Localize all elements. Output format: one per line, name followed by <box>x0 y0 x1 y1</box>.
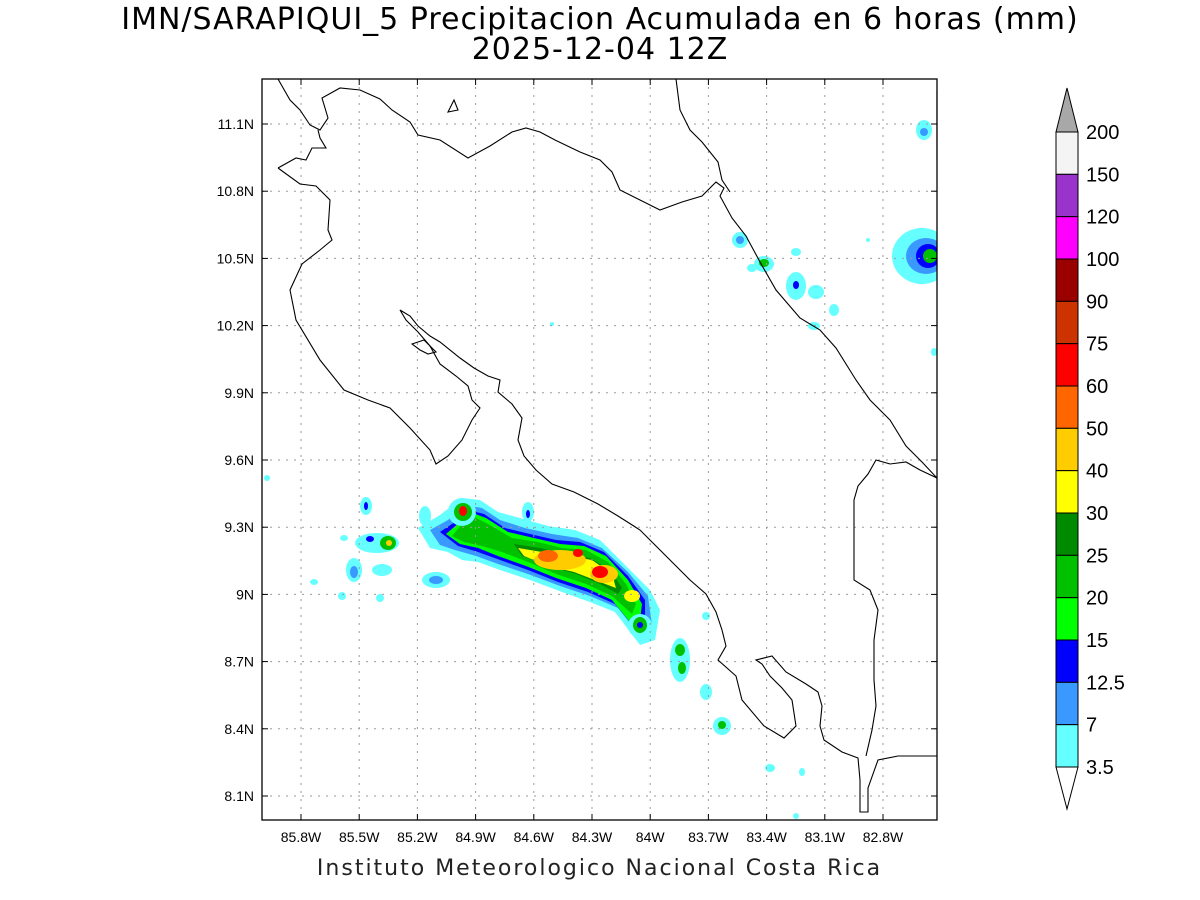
precip-core-40c <box>624 590 640 602</box>
colorbar-level-label: 50 <box>1086 418 1108 440</box>
lat-tick-label: 9.6N <box>224 452 254 468</box>
map-title: IMN/SARAPIQUI_5 Precipitacion Acumulada … <box>121 2 1079 37</box>
lat-tick-label: 9N <box>236 586 254 602</box>
colorbar-level-label: 120 <box>1086 207 1119 229</box>
colorbar-swatch <box>1055 724 1079 768</box>
colorbar-level-label: 7 <box>1086 715 1097 737</box>
colorbar-level-label: 60 <box>1086 376 1108 398</box>
lon-tick-label: 83.4W <box>746 829 787 845</box>
lon-tick-label: 85.2W <box>397 829 438 845</box>
lat-tick-label: 8.7N <box>224 654 254 670</box>
colorbar-level-label: 200 <box>1086 122 1119 144</box>
precip-core-75b <box>573 549 583 557</box>
lat-tick-label: 10.2N <box>217 318 254 334</box>
colorbar-swatch <box>1055 385 1079 429</box>
colorbar-swatch <box>1055 512 1079 556</box>
colorbar-swatch <box>1055 258 1079 302</box>
colorbar-swatch <box>1055 597 1079 641</box>
colorbar-swatch <box>1055 427 1079 472</box>
colorbar-swatch <box>1055 131 1079 175</box>
footer-credit: Instituto Meteorologico Nacional Costa R… <box>316 856 883 881</box>
map-subtitle-datetime: 2025-12-04 12Z <box>471 32 729 67</box>
colorbar-level-label: 25 <box>1086 545 1108 567</box>
lon-tick-label: 84.3W <box>572 829 613 845</box>
lat-tick-label: 10.5N <box>217 250 254 266</box>
precipitation-field <box>264 120 937 819</box>
colorbar-legend: 200 150 120 100 90 75 60 50 40 30 25 20 15 12.5 7 3.5 <box>1055 87 1125 811</box>
lat-tick-label: 9.3N <box>224 519 254 535</box>
lon-tick-label: 85.5W <box>339 829 380 845</box>
colorbar-over-arrow <box>1055 87 1079 133</box>
colorbar-swatch <box>1055 470 1079 514</box>
colorbar-swatch <box>1055 173 1079 218</box>
lon-tick-label: 84W <box>636 829 666 845</box>
lon-tick-label: 84.6W <box>514 829 555 845</box>
lon-tick-label: 84.9W <box>455 829 496 845</box>
lat-tick-label: 8.1N <box>224 788 254 804</box>
colorbar-level-label: 100 <box>1086 249 1119 271</box>
lon-tick-label: 83.1W <box>805 829 846 845</box>
colorbar-swatch <box>1055 300 1079 345</box>
lat-tick-label: 11.1N <box>218 116 254 132</box>
precip-core-75 <box>592 566 608 578</box>
colorbar-swatch <box>1055 639 1079 683</box>
colorbar-swatch <box>1055 343 1079 387</box>
lat-tick-label: 9.9N <box>224 385 254 401</box>
coastline <box>277 79 937 813</box>
colorbar-level-label: 90 <box>1086 291 1108 313</box>
colorbar-level-label: 150 <box>1086 164 1119 186</box>
lon-tick-label: 85.8W <box>281 829 322 845</box>
colorbar-level-label: 75 <box>1086 334 1108 356</box>
colorbar-level-label: 15 <box>1086 630 1108 652</box>
map-gridlines <box>262 79 937 820</box>
lon-tick-label: 82.8W <box>863 829 904 845</box>
lat-tick-label: 8.4N <box>224 721 254 737</box>
colorbar-swatch <box>1055 216 1079 260</box>
lat-tick-label: 10.8N <box>217 183 254 199</box>
lon-tick-label: 83.7W <box>688 829 729 845</box>
precip-core-60 <box>538 550 558 562</box>
colorbar-level-label: 20 <box>1086 588 1108 610</box>
colorbar-level-label: 12.5 <box>1086 672 1125 694</box>
colorbar-swatch <box>1055 681 1079 726</box>
colorbar-level-label: 3.5 <box>1086 757 1114 779</box>
colorbar-level-label: 40 <box>1086 461 1108 483</box>
map-frame <box>261 78 938 821</box>
colorbar-under-arrow <box>1055 766 1079 811</box>
colorbar-swatch <box>1055 554 1079 599</box>
colorbar-level-label: 30 <box>1086 503 1108 525</box>
